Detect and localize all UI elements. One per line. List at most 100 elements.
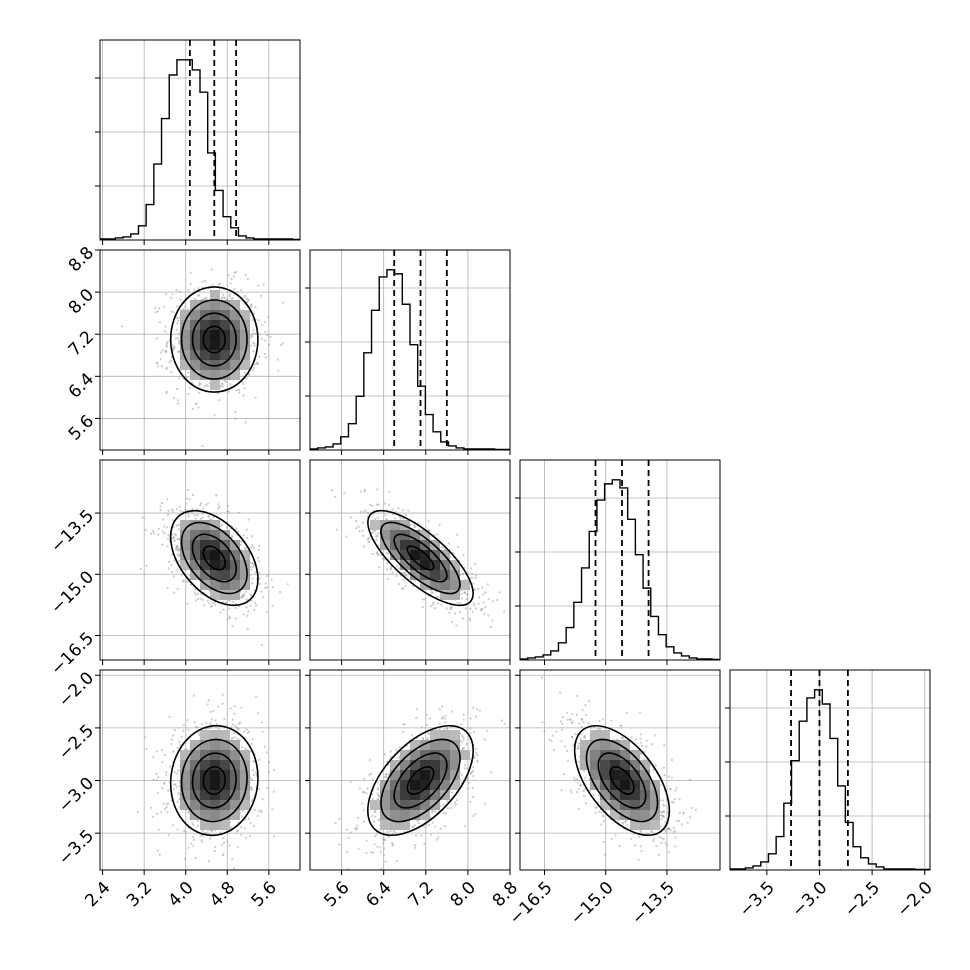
- density-cell: [420, 740, 430, 750]
- scatter-point: [454, 612, 457, 615]
- scatter-point: [233, 712, 236, 715]
- scatter-point: [206, 502, 209, 505]
- density-cell: [190, 370, 200, 380]
- density-cell: [390, 790, 400, 800]
- density-cell: [220, 360, 230, 370]
- scatter-point: [264, 582, 267, 585]
- density-cell: [180, 360, 190, 370]
- scatter-point: [160, 365, 164, 368]
- scatter-point: [159, 358, 162, 361]
- scatter-point: [192, 844, 195, 847]
- scatter-point: [260, 644, 263, 647]
- contour-1: [393, 533, 448, 583]
- scatter-point: [373, 820, 376, 823]
- scatter-point: [446, 800, 449, 803]
- density-cell: [180, 540, 190, 550]
- density-cell: [450, 590, 460, 600]
- density-cell: [440, 780, 450, 790]
- scatter-point: [222, 293, 225, 296]
- density-cell: [230, 300, 240, 310]
- density-cell: [210, 310, 220, 320]
- density-cell: [210, 750, 220, 760]
- scatter-point: [165, 292, 168, 295]
- scatter-point: [465, 743, 468, 746]
- density-cell: [180, 330, 190, 340]
- scatter-point: [246, 627, 249, 631]
- scatter-point: [193, 297, 196, 300]
- density-cell: [220, 320, 230, 330]
- density-cell: [220, 550, 230, 560]
- scatter-point: [383, 776, 386, 779]
- scatter-point: [183, 857, 186, 860]
- scatter-point: [232, 600, 235, 604]
- scatter-point: [176, 569, 179, 572]
- density-cell: [410, 810, 420, 820]
- scatter-point: [449, 607, 452, 611]
- scatter-point: [267, 770, 270, 773]
- density-cell: [240, 780, 250, 790]
- scatter-point: [184, 507, 187, 510]
- density-cell: [200, 580, 210, 590]
- scatter-point: [253, 589, 256, 592]
- x-tick-label: 8.0: [447, 878, 480, 911]
- scatter-point: [391, 508, 394, 511]
- scatter-point: [159, 505, 162, 508]
- scatter-point: [474, 576, 477, 579]
- density-cell: [190, 780, 200, 790]
- scatter-point: [176, 322, 179, 325]
- scatter-point: [196, 824, 199, 827]
- density-cell: [240, 770, 250, 780]
- scatter-point: [461, 734, 464, 737]
- scatter-point: [237, 388, 240, 392]
- density-cell: [400, 800, 410, 810]
- density-cell: [190, 360, 200, 370]
- scatter-point: [239, 543, 242, 547]
- scatter-point: [237, 530, 240, 534]
- scatter-point: [191, 507, 194, 511]
- scatter-point: [246, 278, 249, 281]
- scatter-point: [248, 834, 251, 837]
- density-cell: [200, 370, 210, 380]
- scatter-point: [178, 290, 181, 293]
- scatter-point: [234, 607, 237, 610]
- scatter-point: [445, 607, 448, 610]
- scatter-point: [474, 607, 478, 610]
- density-cell: [190, 550, 200, 560]
- scatter-point: [374, 815, 377, 818]
- scatter-point: [349, 781, 352, 784]
- density-cell: [400, 810, 410, 820]
- density-cell: [390, 530, 400, 540]
- density-cell: [230, 320, 240, 330]
- panel-frame: [99, 39, 301, 241]
- scatter-point: [436, 533, 439, 536]
- scatter-point: [194, 517, 197, 520]
- panel-frame: [99, 249, 301, 451]
- scatter-point: [176, 828, 179, 831]
- scatter-point: [144, 528, 147, 531]
- scatter-point: [163, 532, 166, 535]
- scatter-point: [228, 599, 231, 602]
- density-cell: [210, 590, 220, 600]
- scatter-point: [472, 814, 475, 817]
- density-cell: [200, 350, 210, 360]
- density-cell: [430, 730, 440, 740]
- scatter-point: [222, 385, 225, 388]
- scatter-point: [210, 718, 213, 721]
- scatter-point: [431, 591, 434, 594]
- density-cell: [400, 520, 410, 530]
- scatter-point: [472, 706, 475, 709]
- scatter-point: [163, 807, 166, 810]
- density-cell: [230, 540, 240, 550]
- scatter-point: [420, 834, 423, 837]
- scatter-point: [167, 513, 170, 516]
- scatter-point: [469, 772, 472, 775]
- panel-1-0: 5.66.47.28.08.8: [65, 243, 301, 455]
- scatter-point: [463, 825, 466, 828]
- scatter-point: [254, 332, 257, 335]
- scatter-point: [252, 349, 255, 353]
- contour-3: [169, 724, 259, 837]
- density-cell: [190, 320, 200, 330]
- scatter-point: [260, 294, 263, 297]
- scatter-point: [415, 708, 418, 711]
- scatter-point: [362, 545, 365, 548]
